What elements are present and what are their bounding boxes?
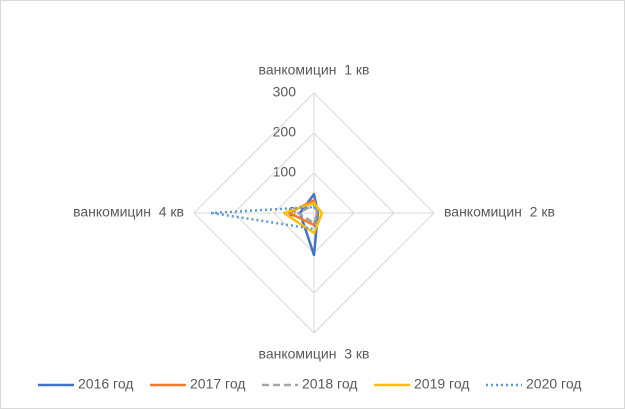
legend-label: 2019 год xyxy=(414,376,469,392)
category-label: ванкомицин 2 кв xyxy=(444,204,555,220)
legend-label: 2017 год xyxy=(190,376,245,392)
r-tick-label: 200 xyxy=(273,124,297,140)
category-label: ванкомицин 1 кв xyxy=(259,62,370,78)
legend-label: 2016 год xyxy=(78,376,133,392)
category-label: ванкомицин 3 кв xyxy=(259,346,370,362)
category-label: ванкомицин 4 кв xyxy=(73,204,184,220)
r-tick-label: 100 xyxy=(273,164,297,180)
r-tick-label: 300 xyxy=(273,84,297,100)
legend-label: 2020 год xyxy=(526,376,581,392)
legend-label: 2018 год xyxy=(302,376,357,392)
series-line xyxy=(210,205,320,231)
series-line xyxy=(296,203,320,225)
series-line xyxy=(282,201,324,235)
